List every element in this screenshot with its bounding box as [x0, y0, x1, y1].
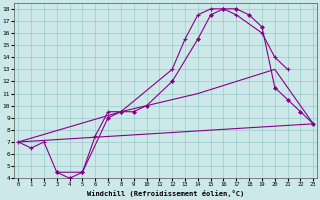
X-axis label: Windchill (Refroidissement éolien,°C): Windchill (Refroidissement éolien,°C)	[87, 190, 244, 197]
